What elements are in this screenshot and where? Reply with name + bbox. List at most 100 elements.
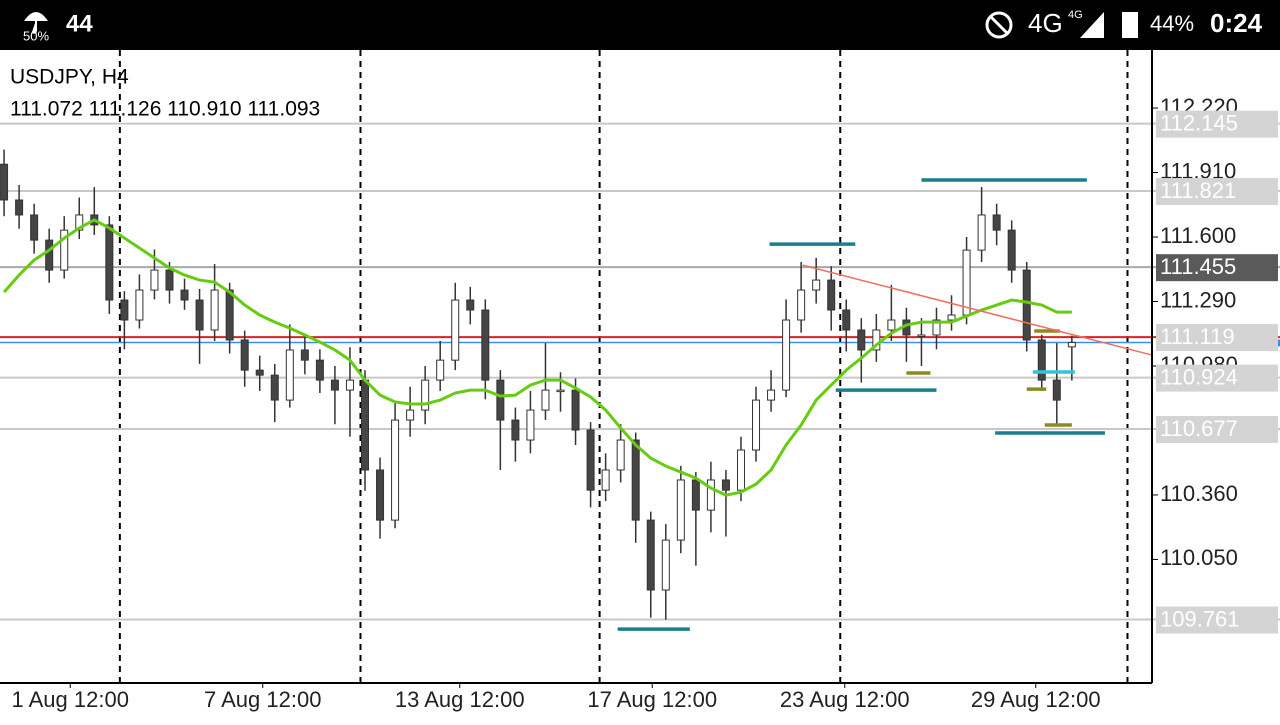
x-tick-label: 1 Aug 12:00 [12,687,129,712]
candle-body [992,214,1001,231]
level-label: 111.455 [1160,254,1236,279]
candle-body [481,309,490,381]
candle-body [736,449,745,491]
candle-body [932,319,941,336]
candle-body [782,319,791,391]
candle-body [601,469,610,491]
candle-body [135,289,144,321]
candle-body [872,329,881,351]
level-label: 110.677 [1160,416,1238,441]
candle-body [842,309,851,331]
candle-body [391,419,400,521]
level-label-box [1156,416,1278,444]
candle-body [511,419,520,441]
candle-body [376,469,385,521]
drawn-line [802,264,1152,356]
candle-body [315,359,324,381]
level-label: 111.821 [1160,178,1236,203]
candle-body [421,379,430,411]
candle-body [827,279,836,311]
level-label-box [1156,254,1278,282]
candle-body [962,249,971,316]
y-tick-label: 110.360 [1160,481,1238,506]
candle-body [361,379,370,471]
candle-body [947,314,956,321]
candle-body [496,379,505,421]
battery-icon [1122,12,1138,38]
candle-body [451,299,460,361]
candle-body [240,339,249,371]
candle-body [165,269,174,291]
y-tick-label: 111.600 [1160,223,1236,248]
candle-body [661,539,670,591]
candle-body [150,269,159,291]
candle-body [45,239,54,271]
status-bar [0,0,1280,50]
candle-body [646,519,655,591]
chart-subtitle: 111.072 111.126 110.910 111.093 [10,98,320,121]
dnd-icon-slash [989,15,1009,35]
candle-body [225,289,234,341]
network-small: 4G [1068,9,1083,21]
x-tick-label: 13 Aug 12:00 [395,687,525,712]
candle-body [285,349,294,401]
level-label: 109.761 [1160,606,1240,631]
dnd-icon [985,11,1013,39]
level-label: 111.119 [1160,324,1235,349]
y-tick-label: 111.290 [1160,287,1236,312]
candle-body [691,479,700,511]
candle-body [541,389,550,411]
candle-body [1052,379,1061,401]
candle-body [752,399,761,451]
candle-body [706,479,715,511]
candle-body [75,214,84,231]
level-label-box [1156,324,1278,352]
candle-body [466,299,475,311]
candle-body [797,289,806,321]
candle-body [812,279,821,291]
candle-body [631,439,640,521]
level-label-box [1156,178,1278,206]
candle-body [857,329,866,351]
x-tick-label: 23 Aug 12:00 [780,687,910,712]
candle-body [526,409,535,441]
candle-body [180,289,189,301]
candle-body [105,224,114,301]
candle-body [255,369,264,376]
candle-body [406,409,415,421]
candle-body [300,349,309,361]
level-label: 110.924 [1160,364,1238,389]
moving-average [2,218,1072,497]
candle-body [586,429,595,491]
candle-body [676,479,685,541]
candle-body [436,359,445,381]
y-tick-label: 110.050 [1160,545,1238,570]
network-type: 4G [1028,8,1063,38]
chart-title: USDJPY, H4 [10,66,129,89]
candle-body [345,379,354,391]
candle-body [721,479,730,491]
clock: 0:24 [1210,8,1263,38]
candle-body [0,163,9,201]
candle-body [917,334,926,337]
candle-body [330,379,339,391]
candle-body [767,389,776,401]
candle-body [616,439,625,471]
candle-body [1007,229,1016,271]
saver-icon [24,12,48,34]
level-label-box [1156,110,1278,138]
chart [0,50,1280,683]
candle-body [1022,269,1031,341]
candle-body [210,289,219,331]
candle-body [120,299,129,321]
candle-body [30,214,39,241]
signal-icon [1080,12,1104,38]
level-label-box [1156,364,1278,392]
x-tick-label: 29 Aug 12:00 [971,687,1101,712]
notification-count: 44 [66,10,93,37]
candle-body [195,299,204,331]
saver-text: 50% [23,28,49,43]
candle-body [1067,341,1076,348]
